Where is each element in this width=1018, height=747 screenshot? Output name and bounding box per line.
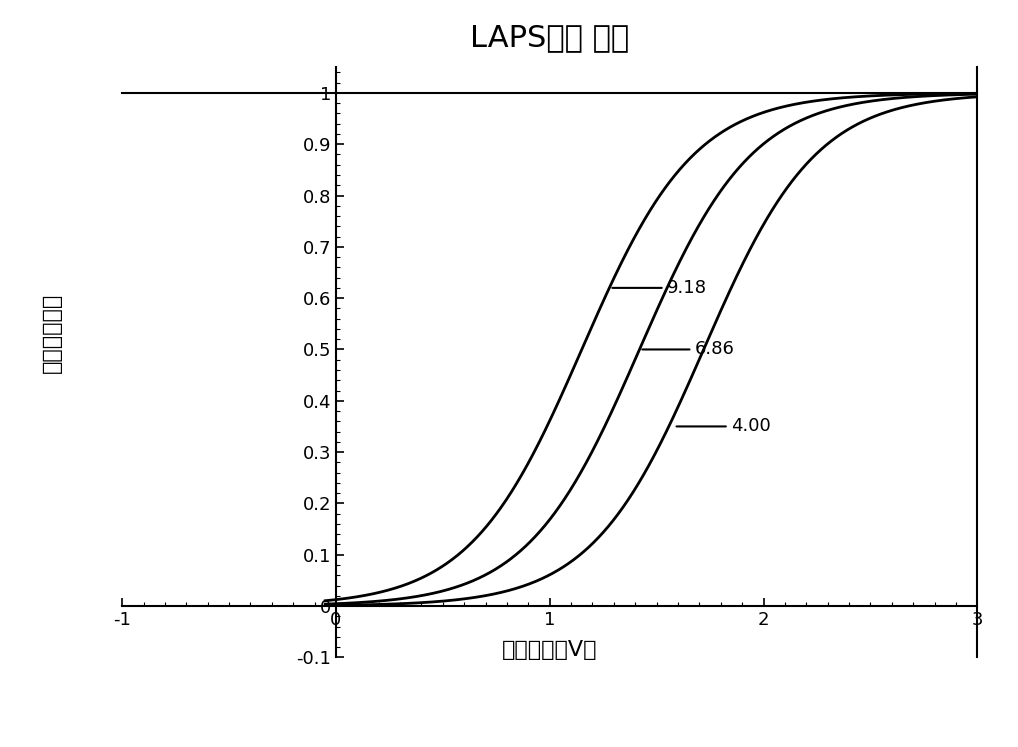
Y-axis label: 归一化光电流: 归一化光电流 bbox=[43, 293, 62, 373]
X-axis label: 偏置电压（V）: 偏置电压（V） bbox=[502, 640, 598, 660]
Text: 9.18: 9.18 bbox=[613, 279, 708, 297]
Text: 4.00: 4.00 bbox=[677, 418, 772, 436]
Title: LAPS实验 曲线: LAPS实验 曲线 bbox=[470, 23, 629, 52]
Text: 6.86: 6.86 bbox=[642, 341, 735, 359]
